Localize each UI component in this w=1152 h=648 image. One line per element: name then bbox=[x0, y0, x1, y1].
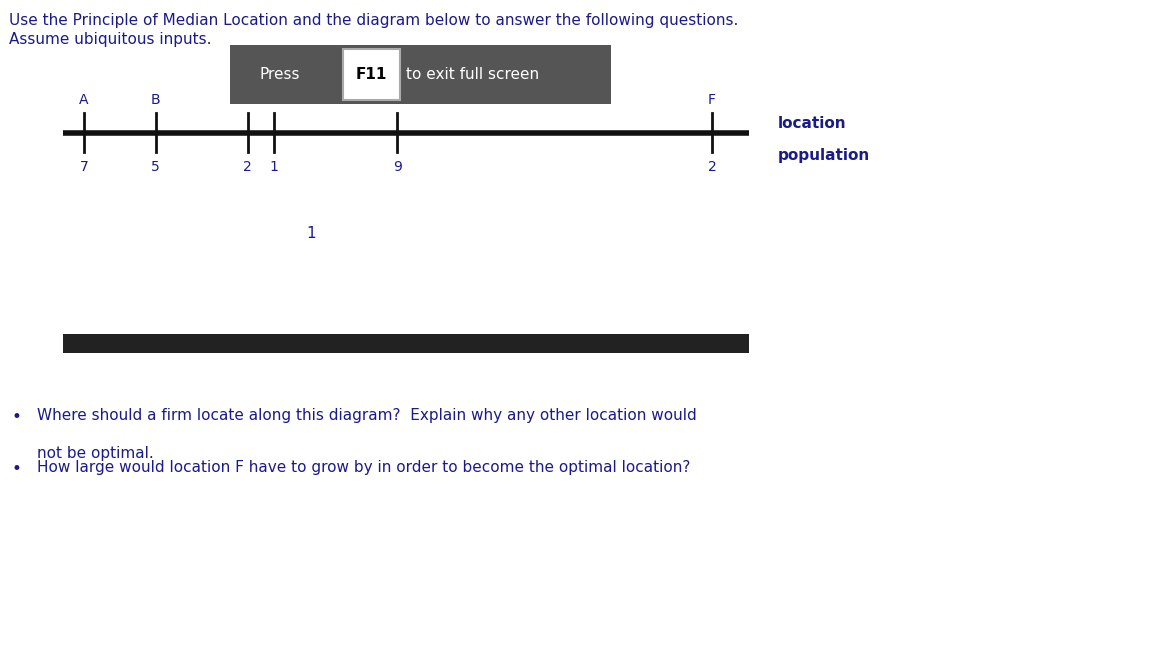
Text: 9: 9 bbox=[393, 160, 402, 174]
Text: Press: Press bbox=[259, 67, 300, 82]
Text: 2: 2 bbox=[243, 160, 252, 174]
Text: to exit full screen: to exit full screen bbox=[406, 67, 539, 82]
Text: •: • bbox=[12, 460, 22, 478]
Text: •: • bbox=[12, 408, 22, 426]
Text: B: B bbox=[151, 93, 160, 107]
Text: 7: 7 bbox=[79, 160, 89, 174]
Text: 1: 1 bbox=[306, 226, 316, 241]
Text: D: D bbox=[268, 93, 280, 107]
FancyBboxPatch shape bbox=[343, 49, 400, 100]
Text: Where should a firm locate along this diagram?  Explain why any other location w: Where should a firm locate along this di… bbox=[37, 408, 697, 423]
Text: F: F bbox=[708, 93, 715, 107]
Text: E: E bbox=[393, 93, 402, 107]
Text: F11: F11 bbox=[356, 67, 387, 82]
Text: 2: 2 bbox=[707, 160, 717, 174]
Text: C: C bbox=[243, 93, 252, 107]
Text: 1: 1 bbox=[270, 160, 279, 174]
Text: population: population bbox=[778, 148, 870, 163]
Text: 5: 5 bbox=[151, 160, 160, 174]
Text: location: location bbox=[778, 115, 847, 131]
Text: How large would location F have to grow by in order to become the optimal locati: How large would location F have to grow … bbox=[37, 460, 690, 475]
FancyBboxPatch shape bbox=[63, 334, 749, 353]
Text: A: A bbox=[79, 93, 89, 107]
FancyBboxPatch shape bbox=[230, 45, 611, 104]
Text: Use the Principle of Median Location and the diagram below to answer the followi: Use the Principle of Median Location and… bbox=[9, 13, 738, 28]
Text: not be optimal.: not be optimal. bbox=[37, 446, 153, 461]
Text: Assume ubiquitous inputs.: Assume ubiquitous inputs. bbox=[9, 32, 212, 47]
